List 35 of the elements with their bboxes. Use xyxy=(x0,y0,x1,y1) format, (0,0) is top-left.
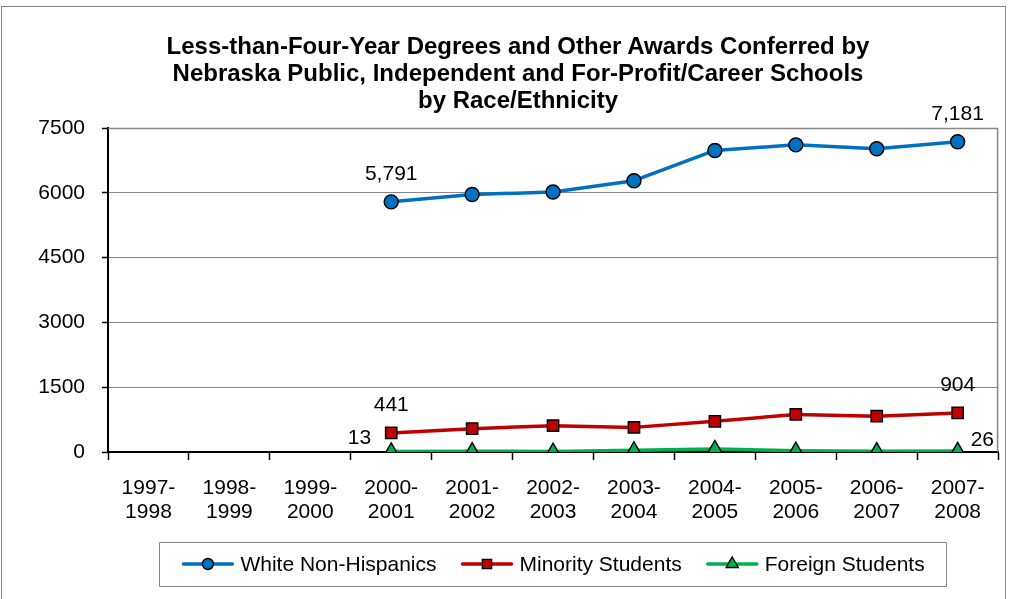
point xyxy=(869,141,885,157)
data-label: 13 xyxy=(347,425,372,449)
x-tick-label: 2001-2002 xyxy=(445,474,499,523)
point xyxy=(383,194,399,210)
x-tick-label: 1997-1998 xyxy=(121,474,176,523)
y-tick-label: 1500 xyxy=(38,374,85,397)
y-tick-label: 3000 xyxy=(38,309,85,333)
point xyxy=(949,134,966,150)
point xyxy=(626,173,642,189)
legend-label: Foreign Students xyxy=(764,551,925,575)
point xyxy=(545,184,561,200)
legend-label: Minority Students xyxy=(519,551,682,575)
x-tick-label: 2002-2003 xyxy=(526,474,580,523)
x-tick-label: 1998-1999 xyxy=(202,474,257,523)
legend-label: White Non-Hispanics xyxy=(240,551,437,575)
x-tick-label: 1999-2000 xyxy=(283,474,338,523)
y-tick-label: 7500 xyxy=(38,114,85,138)
point xyxy=(707,142,723,159)
chart-title: Less-than-Four-Year Degrees and Other Awards Conferred by Nebraska Public, Independent and For-Profit/Career Schools by Race/Ethnicity xyxy=(166,32,871,114)
y-tick-label: 0 xyxy=(73,438,85,462)
y-tick-label: 6000 xyxy=(38,179,85,203)
x-tick-label: 2006-2007 xyxy=(849,474,904,523)
x-tick-label: 2005-2006 xyxy=(768,474,823,523)
x-tick-label: 2004-2005 xyxy=(688,474,742,523)
point xyxy=(464,186,480,203)
point xyxy=(788,137,804,153)
data-label: 26 xyxy=(970,426,994,450)
x-tick-label: 2003-2004 xyxy=(607,474,661,523)
x-tick-label: 2007-2008 xyxy=(930,474,985,523)
data-label: 441 xyxy=(373,391,409,415)
data-label: 5,791 xyxy=(364,160,418,184)
data-label: 904 xyxy=(940,371,976,395)
y-tick-label: 4500 xyxy=(38,244,85,268)
data-label: 7,181 xyxy=(931,100,984,124)
x-tick-label: 2000-2001 xyxy=(364,474,419,523)
